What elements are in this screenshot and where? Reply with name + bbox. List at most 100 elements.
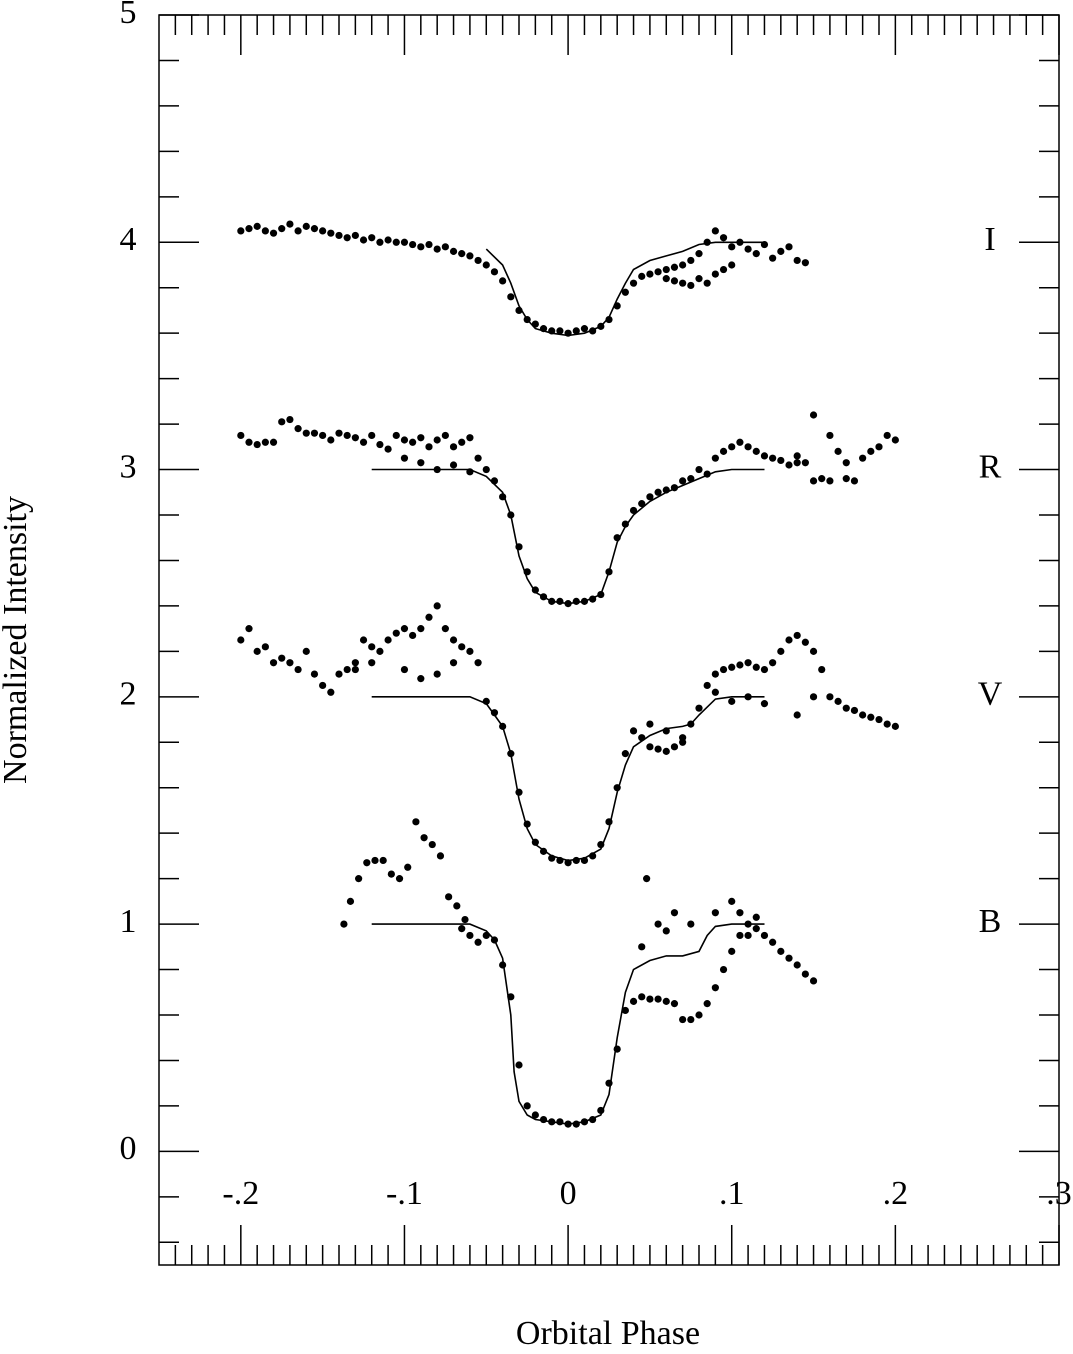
data-point: [646, 720, 654, 728]
data-point: [294, 425, 302, 433]
data-point: [387, 870, 395, 878]
data-point: [359, 236, 368, 244]
data-point: [679, 477, 687, 485]
data-point: [310, 429, 319, 437]
data-point: [629, 506, 638, 515]
data-point: [261, 643, 269, 651]
data-point: [523, 315, 531, 324]
data-point: [752, 447, 760, 455]
data-point: [589, 1115, 597, 1124]
data-point: [744, 931, 752, 940]
data-point: [523, 820, 531, 828]
data-point: [605, 315, 613, 324]
data-point: [621, 1006, 629, 1015]
data-point: [319, 227, 327, 235]
data-point: [744, 920, 752, 928]
data-point: [384, 445, 392, 453]
data-point: [752, 925, 760, 933]
data-point: [515, 788, 523, 796]
data-point: [662, 265, 670, 274]
x-tick-label: .2: [883, 1175, 909, 1212]
data-point: [539, 593, 548, 601]
data-point: [359, 636, 368, 644]
data-point: [629, 727, 638, 735]
data-point: [589, 852, 597, 860]
data-point: [695, 1011, 703, 1019]
data-point: [371, 856, 379, 865]
data-point: [245, 225, 253, 233]
data-point: [433, 602, 441, 610]
data-point: [736, 438, 744, 446]
data-point: [809, 977, 818, 985]
data-point: [638, 993, 646, 1001]
data-point: [449, 659, 458, 667]
data-point: [719, 965, 728, 974]
data-point: [400, 454, 409, 462]
data-point: [482, 697, 490, 705]
data-point: [564, 859, 572, 867]
data-point: [417, 459, 425, 467]
data-point: [589, 327, 597, 335]
data-point: [531, 586, 539, 594]
data-point: [842, 704, 850, 712]
data-point: [425, 240, 433, 249]
data-point: [769, 454, 777, 462]
data-point: [613, 1045, 621, 1053]
data-point: [436, 852, 445, 860]
data-point: [531, 1111, 539, 1119]
data-point: [461, 915, 469, 924]
data-point: [441, 243, 449, 251]
data-point: [441, 431, 449, 440]
data-point: [801, 459, 809, 467]
data-point: [425, 613, 433, 621]
band-label: B: [979, 903, 1002, 940]
data-point: [679, 1015, 687, 1024]
data-point: [466, 468, 474, 476]
data-point: [556, 597, 564, 605]
data-point: [490, 709, 499, 717]
data-point: [883, 720, 891, 728]
data-point: [695, 275, 703, 283]
data-point: [453, 902, 461, 910]
data-point: [376, 440, 384, 449]
data-point: [335, 670, 343, 678]
data-point: [670, 484, 679, 492]
data-point: [711, 670, 719, 678]
data-point: [564, 1120, 572, 1128]
data-point: [695, 250, 703, 258]
data-point: [294, 665, 302, 674]
data-point: [319, 431, 327, 440]
data-point: [400, 238, 409, 246]
data-point: [760, 452, 769, 460]
data-point: [638, 734, 646, 742]
data-point: [310, 225, 319, 233]
data-point: [719, 447, 728, 455]
data-point: [703, 238, 711, 246]
data-point: [760, 931, 769, 940]
data-point: [621, 520, 629, 528]
data-point: [687, 475, 695, 483]
data-point: [646, 743, 654, 751]
data-point: [392, 431, 400, 440]
data-point: [548, 854, 556, 862]
data-point: [728, 261, 736, 269]
data-point: [539, 1115, 548, 1124]
data-point: [572, 597, 580, 605]
data-point: [752, 913, 760, 921]
x-tick-label: .1: [719, 1175, 745, 1212]
data-point: [474, 659, 482, 667]
data-point: [482, 931, 490, 940]
data-point: [499, 493, 507, 501]
data-point: [556, 327, 564, 335]
data-point: [662, 997, 670, 1005]
data-point: [253, 440, 261, 449]
data-point: [539, 847, 548, 855]
data-point: [539, 325, 548, 333]
data-point: [343, 665, 351, 674]
data-point: [711, 984, 719, 992]
data-point: [809, 411, 818, 419]
data-point: [449, 247, 458, 255]
data-point: [507, 293, 515, 301]
data-point: [760, 240, 769, 249]
data-point: [376, 647, 384, 655]
